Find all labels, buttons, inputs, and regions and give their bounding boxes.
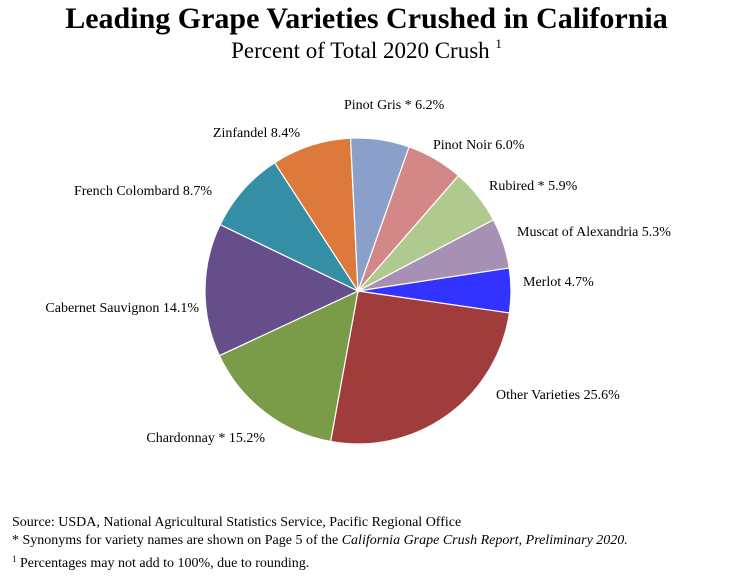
label-muscat-of-alexandria: Muscat of Alexandria 5.3%: [517, 225, 671, 240]
subtitle-text: Percent of Total 2020 Crush: [231, 38, 490, 63]
subtitle-footnote-mark: 1: [495, 36, 502, 51]
synonyms-report-title: California Grape Crush Report, Prelimina…: [341, 533, 628, 548]
chart-title: Leading Grape Varieties Crushed in Calif…: [65, 2, 668, 35]
rounding-note-text: Percentages may not add to 100%, due to …: [16, 556, 310, 571]
synonyms-note-text: * Synonyms for variety names are shown o…: [12, 533, 342, 548]
label-other-varieties: Other Varieties 25.6%: [496, 388, 620, 403]
slice-cabernet-sauvignon: [204, 223, 360, 357]
slice-other-varieties: [329, 290, 511, 445]
synonyms-note: * Synonyms for variety names are shown o…: [12, 532, 628, 550]
rounding-footnote-mark: 1: [12, 554, 17, 564]
chart-subtitle: Percent of Total 2020 Crush 1: [0, 36, 733, 64]
label-french-colombard: French Colombard 8.7%: [74, 184, 212, 199]
label-chardonnay: Chardonnay * 15.2%: [146, 431, 265, 446]
label-zinfandel: Zinfandel 8.4%: [213, 126, 300, 141]
footer-notes: Source: USDA, National Agricultural Stat…: [12, 514, 628, 573]
label-pinot-gris: Pinot Gris * 6.2%: [344, 98, 445, 113]
source-note: Source: USDA, National Agricultural Stat…: [12, 515, 462, 530]
label-pinot-noir: Pinot Noir 6.0%: [433, 138, 525, 153]
slice-chardonnay: [218, 289, 359, 443]
label-merlot: Merlot 4.7%: [523, 275, 594, 290]
pie-chart: Pinot Noir 6.0% Rubired * 5.9% Muscat of A…: [45, 98, 671, 446]
rounding-note: 1 Percentages may not add to 100%, due t…: [12, 550, 628, 573]
slice-french-colombard: [219, 161, 360, 293]
slice-pinot-gris: [349, 137, 410, 292]
label-rubired: Rubired * 5.9%: [489, 179, 578, 194]
label-cabernet-sauvignon: Cabernet Sauvignon 14.1%: [45, 301, 199, 316]
